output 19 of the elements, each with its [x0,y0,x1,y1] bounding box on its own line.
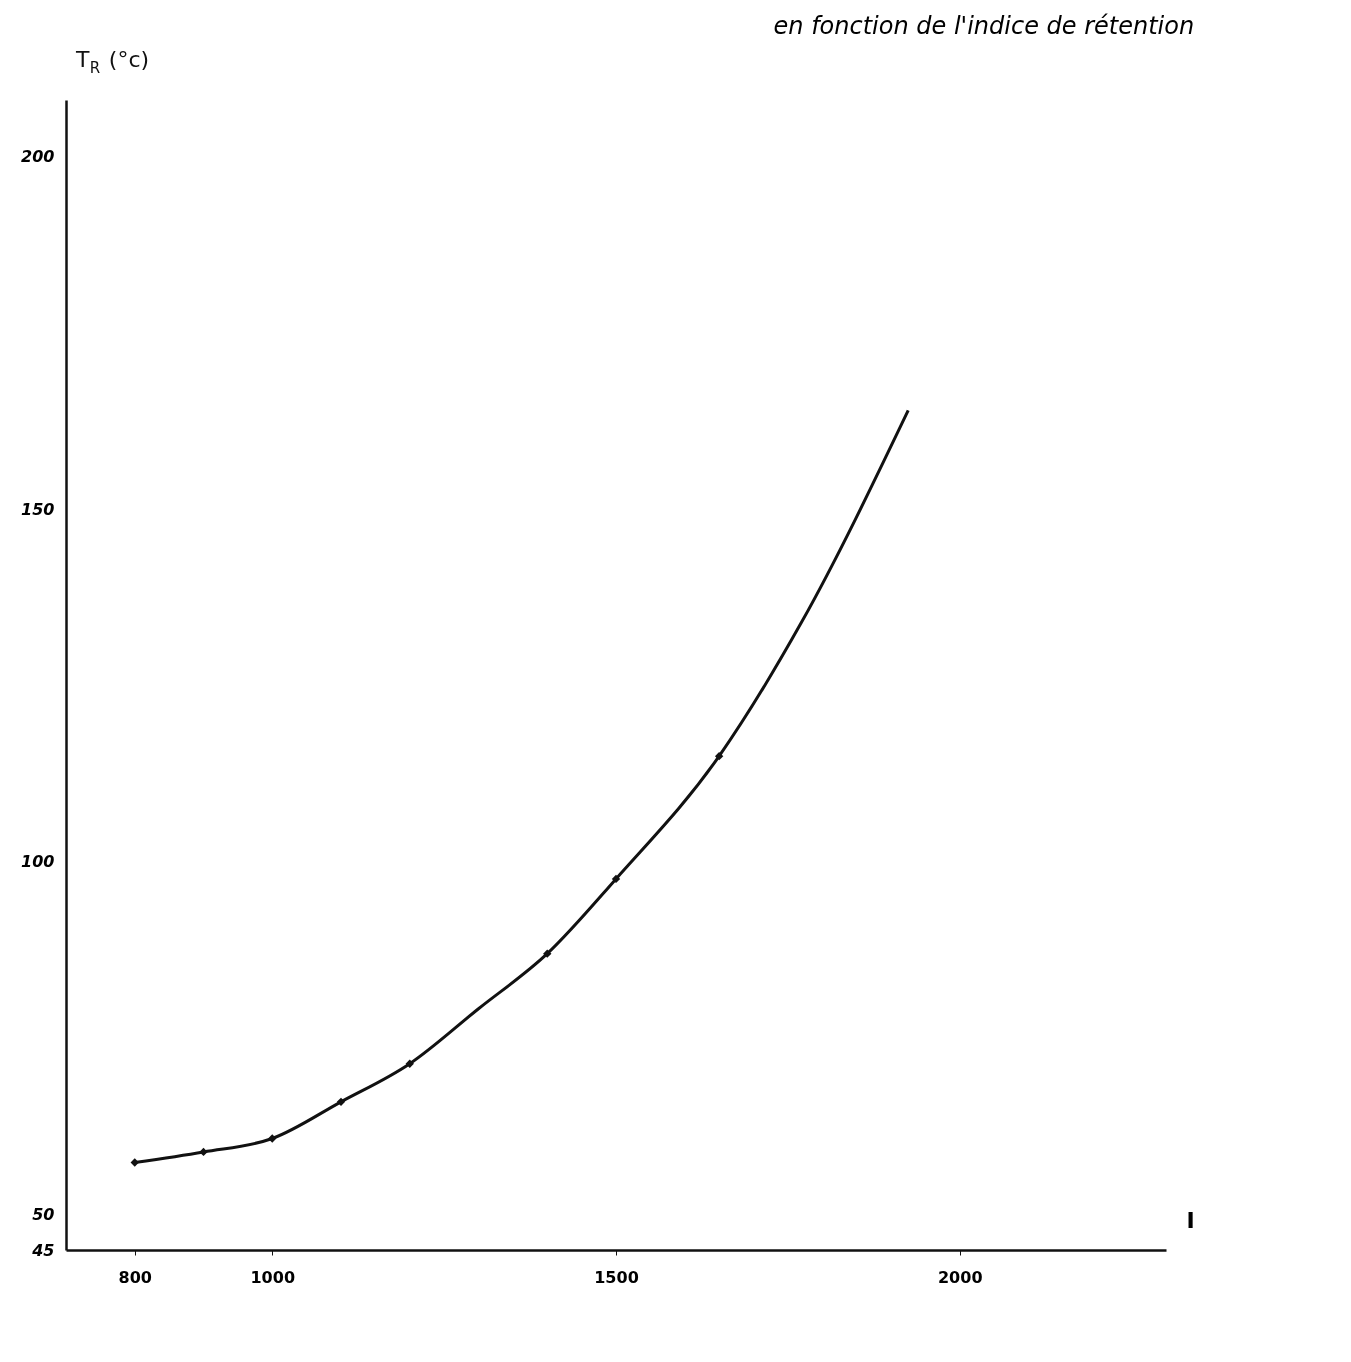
point [611,874,621,884]
x-tick-label: 2000 [937,1267,983,1287]
point [199,1147,208,1157]
x-tick-label: 1000 [250,1267,296,1287]
point [130,1158,139,1167]
point [714,751,724,761]
x-tick-label: 800 [118,1267,152,1287]
y-tick-label: 200 [21,146,55,166]
y-tick-label: 50 [32,1205,55,1225]
point [336,1097,346,1107]
chart-title: en fonction de l'indice de rétention [773,12,1195,40]
point [543,949,552,958]
y-tick-label: 45 [31,1240,55,1260]
x-tick-label: 1500 [594,1267,639,1287]
y-tick-label: 100 [21,852,55,872]
y-tick-label: 150 [21,499,55,519]
point [405,1059,414,1068]
point [268,1134,277,1143]
x-axis-title: I [1186,1207,1195,1233]
